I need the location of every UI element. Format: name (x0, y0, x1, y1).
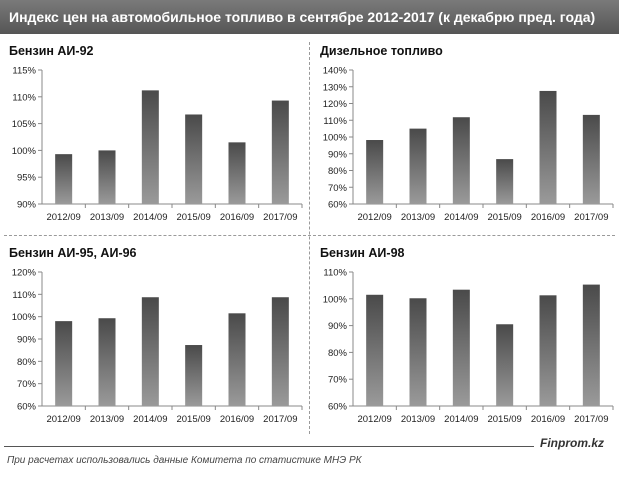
x-tick-label: 2014/09 (444, 414, 478, 425)
y-tick-label: 110% (12, 92, 36, 103)
x-tick-label: 2014/09 (133, 212, 167, 223)
y-tick-label: 80% (328, 348, 348, 359)
y-tick-label: 115% (12, 66, 36, 77)
y-tick-label: 100% (323, 133, 348, 144)
y-tick-label: 60% (328, 402, 348, 413)
bar (185, 345, 203, 406)
y-tick-label: 110% (323, 116, 347, 127)
chart-title-ai92: Бензин АИ-92 (9, 44, 94, 58)
bar (98, 150, 116, 204)
y-tick-label: 80% (328, 166, 348, 177)
x-tick-label: 2015/09 (487, 212, 521, 223)
y-tick-label: 105% (12, 119, 37, 130)
bar (271, 297, 289, 406)
bar (496, 324, 514, 406)
bar (539, 90, 557, 204)
x-tick-label: 2017/09 (574, 212, 608, 223)
y-tick-label: 120% (12, 268, 37, 279)
y-tick-label: 120% (323, 99, 348, 110)
x-tick-label: 2015/09 (487, 414, 521, 425)
bar (271, 100, 289, 204)
bar (141, 90, 159, 204)
x-tick-label: 2012/09 (357, 414, 391, 425)
x-tick-label: 2012/09 (46, 212, 80, 223)
bar (582, 284, 600, 406)
bar (496, 159, 514, 204)
x-tick-label: 2014/09 (133, 414, 167, 425)
bar (409, 128, 427, 204)
bar (228, 313, 246, 406)
x-tick-label: 2017/09 (263, 212, 297, 223)
bar (141, 297, 159, 406)
y-tick-label: 110% (12, 290, 36, 301)
bar (452, 289, 470, 406)
bar (582, 114, 600, 204)
page-title: Индекс цен на автомобильное топливо в се… (0, 0, 619, 34)
bar (366, 294, 384, 406)
chart-ai98: 60% 70% 80% 90% 100% 110% 2012/09 2013/09 2014/0… (323, 268, 614, 425)
y-tick-label: 100% (323, 294, 348, 305)
panel-divider-horizontal (4, 235, 615, 236)
bar (366, 140, 384, 204)
bar (452, 117, 470, 204)
y-tick-label: 70% (328, 375, 348, 386)
brand-label: Finprom.kz (540, 436, 605, 450)
y-tick-label: 140% (323, 66, 348, 77)
panel-divider-vertical (309, 42, 310, 434)
x-tick-label: 2014/09 (444, 212, 478, 223)
y-tick-label: 100% (12, 146, 37, 157)
x-tick-label: 2016/09 (531, 414, 565, 425)
bar (55, 154, 73, 204)
y-tick-label: 110% (323, 268, 347, 279)
chart-ai95-96: 60% 70% 80% 90% 100% 110% 120% 2012/09 2013/09 20… (12, 268, 303, 425)
y-tick-label: 80% (17, 357, 37, 368)
y-tick-label: 90% (17, 200, 37, 211)
y-tick-label: 95% (17, 173, 37, 184)
y-tick-label: 130% (323, 82, 348, 93)
chart-title-diesel: Дизельное топливо (320, 44, 443, 58)
x-tick-label: 2016/09 (531, 212, 565, 223)
x-tick-label: 2015/09 (176, 212, 210, 223)
x-tick-label: 2015/09 (176, 414, 210, 425)
bar (185, 114, 203, 204)
bar (55, 321, 73, 406)
y-tick-label: 70% (17, 379, 37, 390)
bar (228, 142, 246, 204)
x-tick-label: 2016/09 (220, 414, 254, 425)
y-tick-label: 90% (328, 149, 348, 160)
source-note: При расчетах использовались данные Комит… (7, 455, 362, 466)
chart-title-ai95-96: Бензин АИ-95, АИ-96 (9, 246, 137, 260)
x-tick-label: 2013/09 (401, 212, 435, 223)
y-tick-label: 100% (12, 312, 37, 323)
y-tick-label: 90% (328, 321, 348, 332)
x-tick-label: 2012/09 (46, 414, 80, 425)
bar (409, 298, 427, 406)
y-tick-label: 70% (328, 183, 348, 194)
chart-ai92: 90% 95% 100% 105% 110% 115% 2012/09 2013/09 2014… (12, 66, 303, 223)
x-tick-label: 2013/09 (90, 212, 124, 223)
y-tick-label: 60% (17, 402, 37, 413)
x-tick-label: 2016/09 (220, 212, 254, 223)
x-tick-label: 2013/09 (401, 414, 435, 425)
y-tick-label: 60% (328, 200, 348, 211)
chart-diesel: 60% 70% 80% 90% 100% 110% 120% 130% 140% 2012/09 2… (323, 66, 614, 223)
x-tick-label: 2013/09 (90, 414, 124, 425)
y-tick-label: 90% (17, 335, 37, 346)
bar (539, 295, 557, 406)
chart-title-ai98: Бензин АИ-98 (320, 246, 405, 260)
x-tick-label: 2012/09 (357, 212, 391, 223)
x-tick-label: 2017/09 (263, 414, 297, 425)
x-tick-label: 2017/09 (574, 414, 608, 425)
footer-line (4, 446, 534, 447)
bar (98, 318, 116, 406)
